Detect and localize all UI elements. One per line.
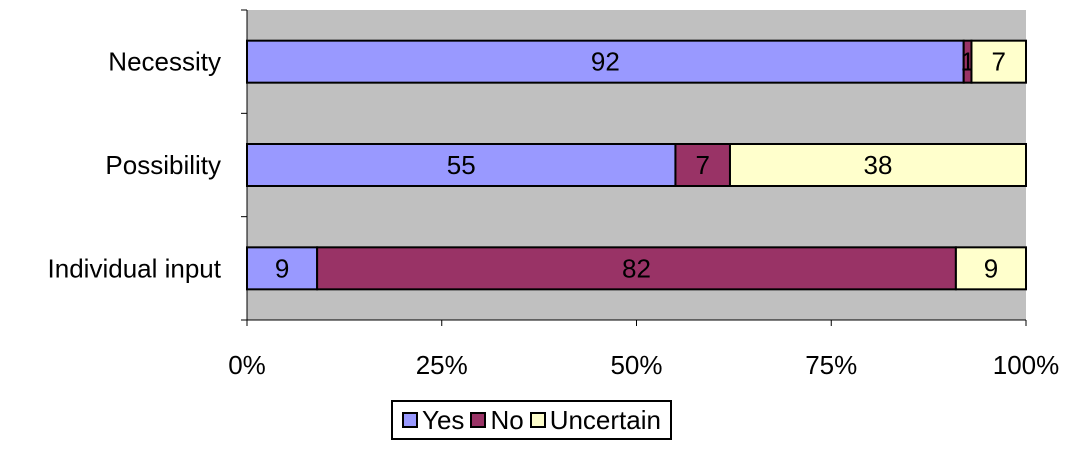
legend-item-yes: Yes — [402, 405, 464, 436]
x-tick-label-2: 50% — [610, 350, 662, 380]
legend-item-no: No — [470, 404, 524, 436]
bar-yes-0 — [246, 39, 965, 84]
x-tick-label-3: 75% — [805, 350, 857, 380]
data-label-uncertain-1: 38 — [864, 150, 893, 180]
data-label-yes-1: 55 — [447, 150, 476, 180]
legend-label-yes: Yes — [422, 404, 465, 435]
x-tick-label-1: 25% — [416, 350, 468, 380]
bar-no-2 — [316, 246, 957, 291]
bar-uncertain-0 — [970, 39, 1027, 84]
legend-item-uncertain: Uncertain — [529, 404, 661, 436]
x-tick-label-0: 0% — [228, 350, 266, 380]
data-label-uncertain-0: 7 — [992, 47, 1006, 77]
data-label-yes-0: 92 — [591, 47, 620, 77]
legend-label-uncertain: Uncertain — [549, 404, 661, 435]
data-label-no-1: 7 — [695, 150, 709, 180]
data-label-yes-2: 9 — [275, 253, 289, 283]
category-label-0: Necessity — [108, 47, 221, 77]
category-label-2: Individual input — [48, 253, 222, 283]
data-label-no-2: 82 — [622, 253, 651, 283]
legend-swatch-uncertain — [529, 412, 546, 428]
legend-label-no: No — [490, 404, 524, 435]
legend-swatch-no — [470, 412, 487, 428]
x-tick-label-4: 100% — [993, 350, 1060, 380]
bar-uncertain-2 — [954, 246, 1028, 291]
legend: Yes No Uncertain — [391, 400, 672, 440]
legend-swatch-yes — [402, 412, 419, 428]
bar-uncertain-1 — [728, 143, 1027, 187]
bar-yes-2 — [246, 246, 319, 291]
category-label-1: Possibility — [105, 150, 221, 180]
data-label-uncertain-2: 9 — [984, 253, 998, 283]
